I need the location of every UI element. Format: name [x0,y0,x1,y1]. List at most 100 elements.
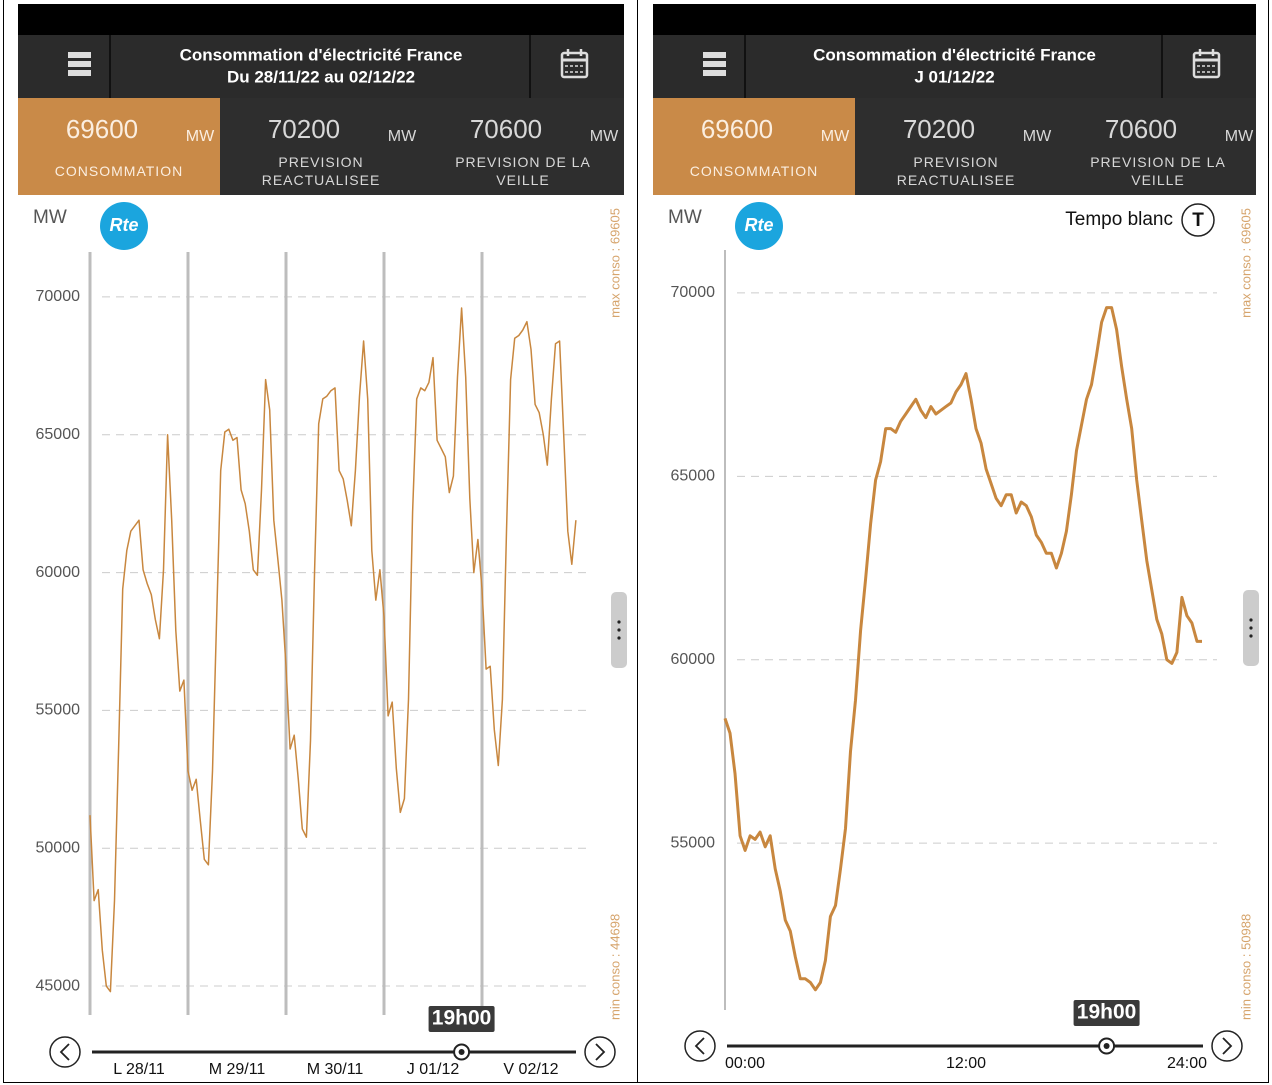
metric-value: 69600 [701,114,773,144]
nav-arrow-chevron [59,1043,70,1061]
cursor-label-box [1073,1000,1140,1026]
menu-icon-bar [703,52,726,58]
x-tick-label: M 30/11 [307,1061,364,1078]
nav-arrow[interactable] [684,1030,716,1062]
y-tick-label: 70000 [36,288,81,305]
cursor-label: 19h00 [432,1007,492,1030]
nav-arrow-chevron [595,1043,606,1061]
side-handle-dot [617,628,621,632]
metric-unit: MW [590,128,619,145]
metric-unit: MW [821,128,850,145]
metric-label-box: PREVISION DE LA VEILLE [455,153,591,188]
y-tick-label: 65000 [671,468,716,485]
y-tick-label: 60000 [36,564,81,581]
side-handle-dot [617,620,621,624]
metric-label-box: PREVISION REACTUALISEE [261,153,381,188]
x-tick-label: V 02/12 [503,1061,558,1078]
x-tick-label: 00:00 [725,1055,765,1072]
nav-arrow-chevron [694,1037,705,1055]
phone-panel: Consommation d'électricité France J 01/12… [653,4,1259,1072]
x-tick-label: M 29/11 [209,1061,266,1078]
header-subtitle: J 01/12/22 [914,67,994,86]
side-handle-dot [1249,626,1253,630]
header-title: Consommation d'électricité France [813,45,1096,64]
header-bar [18,35,624,98]
min-annotation: min conso : 50988 [1238,914,1253,1020]
x-tick-label: L 28/11 [113,1061,165,1078]
metric-label-box: PREVISION DE LA VEILLE [1090,153,1226,188]
metric-cell[interactable] [220,98,422,195]
tempo-badge [1181,203,1215,237]
logo-badge [100,202,148,250]
menu-icon-bar [703,61,726,67]
metric-label-box: CONSOMMATION [54,162,184,179]
x-tick-label: 12:00 [946,1055,986,1072]
logo-badge [735,202,783,250]
y-axis-label: MW [33,207,67,228]
side-handle-dot [1249,634,1253,638]
header-bar [653,35,1256,98]
logo-text: Rte [744,215,773,235]
consumption-line [723,306,1202,992]
menu-icon-bar [68,61,91,67]
y-tick-label: 70000 [671,284,716,301]
metric-label-box: CONSOMMATION [689,162,819,179]
y-tick-label: 60000 [671,651,716,668]
logo-text: Rte [109,215,138,235]
y-tick-label: 65000 [36,426,81,443]
x-tick-label: J 01/12 [407,1061,460,1078]
metric-label: PREVISION REACTUALISEE [261,153,381,188]
nav-arrow[interactable] [584,1036,616,1068]
metric-value: 70600 [470,114,542,144]
metric-label: CONSOMMATION [54,162,184,179]
metric-label: CONSOMMATION [689,162,819,179]
cursor-label: 19h00 [1077,1001,1137,1024]
tempo-label: Tempo blanc [1065,209,1173,230]
time-cursor-dot [1103,1043,1110,1049]
metric-cell[interactable] [422,98,624,195]
metric-cell[interactable] [1057,98,1256,195]
metric-value: 70600 [1105,114,1177,144]
x-tick-label: 24:00 [1167,1055,1207,1072]
side-handle-dot [617,636,621,640]
nav-arrow[interactable] [49,1036,81,1068]
metric-cell[interactable] [653,98,855,195]
menu-icon-bar [68,52,91,58]
calendar-icon [560,51,589,79]
status-bar [653,4,1256,35]
metric-unit: MW [1023,128,1052,145]
metric-value: 69600 [66,114,138,144]
cursor-label-box [428,1006,495,1032]
metric-label-box: PREVISION REACTUALISEE [896,153,1016,188]
metric-label: PREVISION DE LA VEILLE [1090,153,1226,188]
time-cursor-dot [458,1049,465,1055]
side-handle-dot [1249,618,1253,622]
consumption-line [89,307,577,993]
nav-arrow-chevron [1222,1037,1233,1055]
metric-cell[interactable] [18,98,220,195]
nav-arrow[interactable] [1211,1030,1243,1062]
tempo-badge-text: T [1192,210,1204,231]
metric-value: 70200 [268,114,340,144]
metric-label: PREVISION REACTUALISEE [896,153,1016,188]
header-subtitle: Du 28/11/22 au 02/12/22 [227,67,415,86]
y-tick-label: 45000 [36,977,81,994]
y-axis-label: MW [668,207,702,228]
metric-label: PREVISION DE LA VEILLE [455,153,591,188]
calendar-icon [1192,51,1221,79]
metric-unit: MW [186,128,215,145]
metric-unit: MW [388,128,417,145]
header-title: Consommation d'électricité France [180,45,463,64]
y-tick-label: 55000 [671,834,716,851]
menu-icon-bar [703,70,726,76]
max-annotation: max conso : 69605 [607,208,622,318]
metric-unit: MW [1225,128,1254,145]
y-tick-label: 55000 [36,702,81,719]
phone-panel: Consommation d'électricité France Du 28/1… [18,4,627,1078]
menu-icon-bar [68,70,91,76]
y-tick-label: 50000 [36,839,81,856]
metric-value: 70200 [903,114,975,144]
metric-cell[interactable] [855,98,1057,195]
